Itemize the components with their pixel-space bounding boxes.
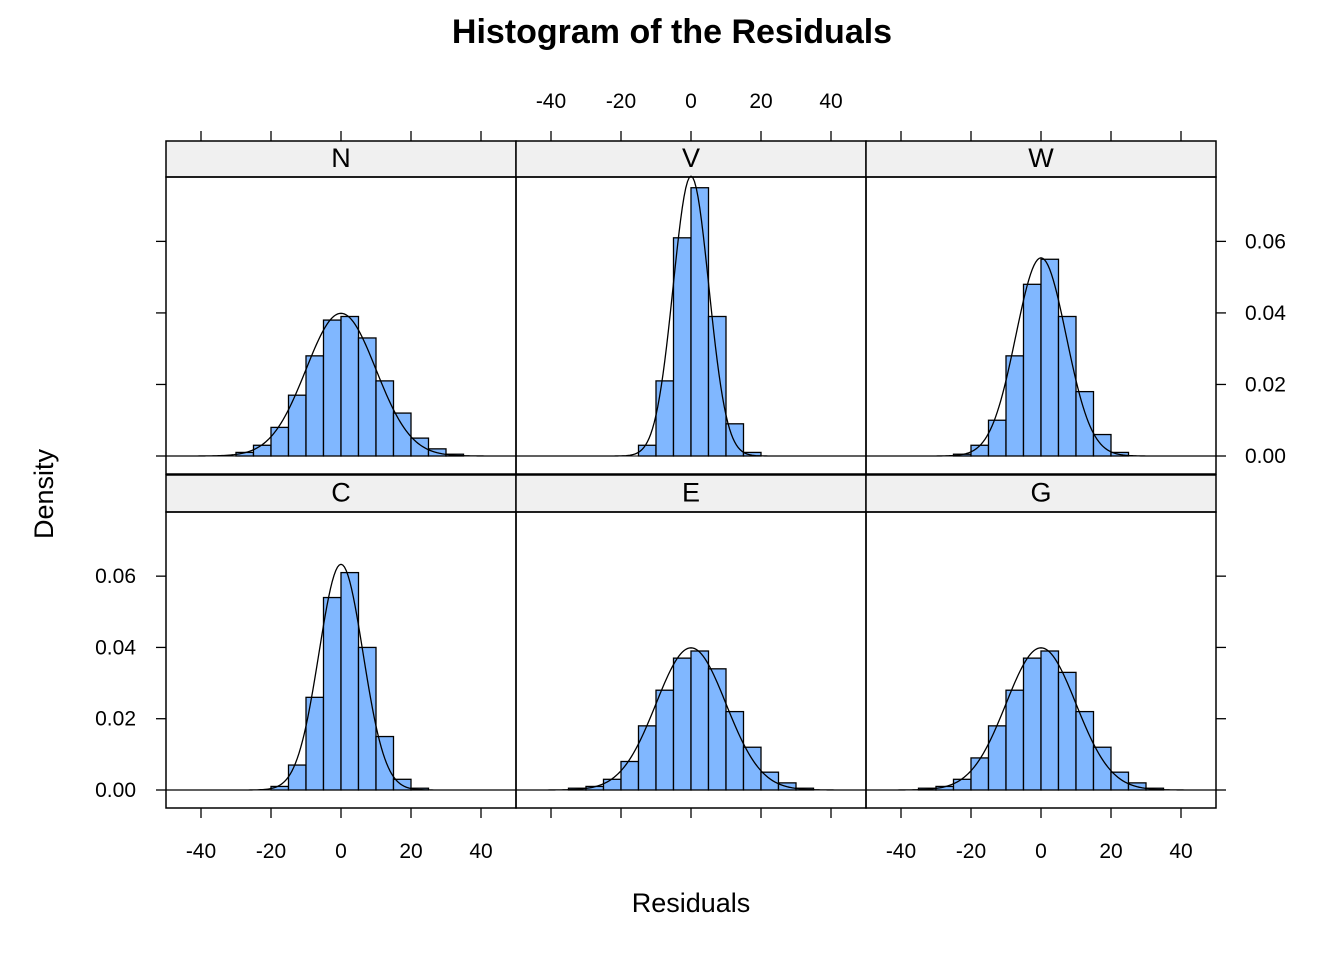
bar-n-2 xyxy=(270,426,290,457)
x-axis-title: Residuals xyxy=(632,888,751,918)
bar-w-7 xyxy=(1075,390,1095,457)
bar-v-2 xyxy=(672,237,692,457)
bar-n-1 xyxy=(252,444,272,457)
strip-w xyxy=(865,140,1217,178)
strip-c xyxy=(165,474,517,513)
x-tick-label-top: 20 xyxy=(749,90,772,113)
bar-e-6 xyxy=(672,657,692,791)
bar-e-8 xyxy=(707,668,727,791)
x-tick-label-bottom: 20 xyxy=(1099,840,1122,863)
bar-g-3 xyxy=(970,757,990,791)
y-tick-label-left: 0.00 xyxy=(95,779,136,802)
density-curve-v xyxy=(516,175,866,457)
bar-w-6 xyxy=(1057,315,1077,457)
x-tick-label-bottom: -20 xyxy=(956,840,986,863)
strip-v xyxy=(515,140,867,178)
density-curve-w xyxy=(866,257,1216,457)
bar-n-5 xyxy=(322,319,342,457)
x-tick-label-bottom: -40 xyxy=(886,840,916,863)
strip-label-v: V xyxy=(682,143,700,173)
strip-label-g: G xyxy=(1030,478,1051,508)
y-tick-label-left: 0.06 xyxy=(95,565,136,588)
bar-e-4 xyxy=(637,725,657,791)
bar-v-4 xyxy=(707,315,727,457)
bar-c-3 xyxy=(322,596,342,791)
y-tick-label-left: 0.04 xyxy=(95,636,136,659)
y-tick-label-right: 0.00 xyxy=(1245,445,1286,468)
bar-e-7 xyxy=(690,650,710,791)
x-tick-label-bottom: 0 xyxy=(1035,840,1047,863)
y-tick-label-right: 0.04 xyxy=(1245,302,1286,325)
x-tick-label-top: -20 xyxy=(606,90,636,113)
bar-e-2 xyxy=(602,778,622,791)
y-tick-label-right: 0.02 xyxy=(1245,373,1286,396)
y-axis-title: Density xyxy=(29,448,59,539)
x-tick-label-bottom: 20 xyxy=(399,840,422,863)
panel-v: V xyxy=(515,140,867,475)
bar-w-2 xyxy=(987,419,1007,457)
x-tick-label-bottom: 40 xyxy=(469,840,492,863)
bar-e-10 xyxy=(742,746,762,791)
bar-g-6 xyxy=(1022,657,1042,791)
strip-g xyxy=(865,474,1217,513)
panel-n: N xyxy=(165,140,517,475)
y-tick-label-left: 0.02 xyxy=(95,708,136,731)
density-curve-c xyxy=(166,563,516,791)
chart-title: Histogram of the Residuals xyxy=(452,13,892,51)
x-tick-label-top: -40 xyxy=(536,90,566,113)
bar-g-2 xyxy=(952,778,972,791)
strip-label-w: W xyxy=(1028,143,1054,173)
bar-e-11 xyxy=(760,771,780,791)
bar-v-6 xyxy=(742,451,762,457)
strip-e xyxy=(515,474,867,513)
bar-n-6 xyxy=(340,315,360,457)
density-curve-g xyxy=(866,647,1216,791)
bar-n-7 xyxy=(357,337,377,457)
strip-label-e: E xyxy=(682,478,700,508)
y-tick-label-right: 0.06 xyxy=(1245,230,1286,253)
x-tick-label-bottom: -20 xyxy=(256,840,286,863)
bar-c-5 xyxy=(357,646,377,791)
panel-g: G xyxy=(865,474,1217,809)
bar-g-5 xyxy=(1005,689,1025,791)
bar-w-4 xyxy=(1022,283,1042,457)
panel-c: C xyxy=(165,474,517,809)
bar-g-10 xyxy=(1092,746,1112,791)
panel-frame-w xyxy=(865,176,1217,475)
bar-n-10 xyxy=(410,437,430,457)
bar-g-11 xyxy=(1110,771,1130,791)
bar-n-4 xyxy=(305,355,325,457)
bar-c-6 xyxy=(375,735,395,791)
bar-g-4 xyxy=(987,725,1007,791)
x-tick-label-bottom: 40 xyxy=(1169,840,1192,863)
bar-v-3 xyxy=(690,187,710,457)
axes-group: -40 -20 0 20 40 0.00 0.02 0.04 0.06 -40 -20 0 20 40 0.… xyxy=(95,90,1286,863)
x-tick-label-bottom: -40 xyxy=(186,840,216,863)
x-tick-label-top: 40 xyxy=(819,90,842,113)
panel-e: E xyxy=(515,474,867,809)
density-curve-n xyxy=(166,312,516,457)
strip-label-n: N xyxy=(331,143,351,173)
bar-g-7 xyxy=(1040,650,1060,791)
x-tick-label-top: 0 xyxy=(685,90,697,113)
panel-w: W xyxy=(865,140,1217,475)
bar-n-9 xyxy=(392,412,412,457)
x-tick-label-bottom: 0 xyxy=(335,840,347,863)
bar-g-8 xyxy=(1057,671,1077,791)
strip-label-c: C xyxy=(331,478,351,508)
bar-e-3 xyxy=(620,760,640,791)
bar-c-4 xyxy=(340,571,360,791)
panel-grid: N V W C E G xyxy=(165,140,1217,809)
density-curve-e xyxy=(516,647,866,791)
bar-c-1 xyxy=(287,764,307,791)
bar-e-5 xyxy=(655,689,675,791)
strip-n xyxy=(165,140,517,178)
bar-v-1 xyxy=(655,380,675,457)
